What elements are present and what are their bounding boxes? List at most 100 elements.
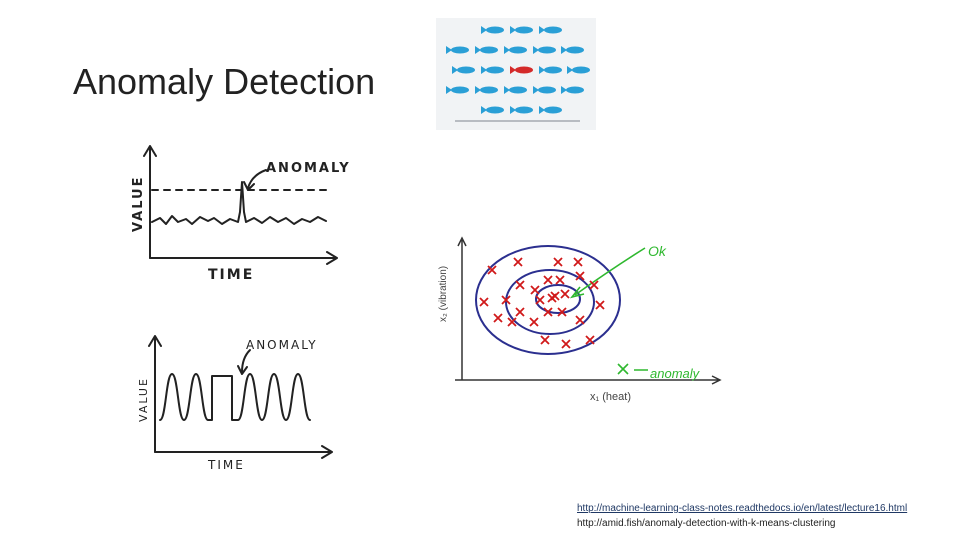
fish-tail: [510, 66, 516, 74]
anomaly-label: ANOMALY: [246, 338, 318, 352]
data-point: [530, 285, 540, 295]
y-axis: [143, 145, 157, 259]
fish: [486, 26, 504, 34]
cluster-plot: Ok anomaly x₂ (vibration) x₁ (heat): [438, 236, 722, 403]
fish: [457, 66, 475, 74]
anomaly-label: anomaly: [650, 366, 701, 381]
data-point: [585, 335, 595, 345]
data-point: [589, 280, 599, 290]
fish: [509, 46, 527, 54]
fish-tail: [504, 86, 510, 94]
x-axis: [149, 251, 338, 265]
fish: [572, 66, 590, 74]
source-link[interactable]: http://machine-learning-class-notes.read…: [577, 503, 907, 514]
anomaly-label: ANOMALY: [266, 161, 351, 176]
sketch-top: ANOMALY VALUE TIME: [131, 145, 351, 283]
fish: [538, 46, 556, 54]
anomaly-point: [617, 363, 648, 375]
data-point: [479, 297, 489, 307]
signal: [159, 373, 311, 421]
fish-tail: [510, 106, 516, 114]
data-point: [595, 300, 605, 310]
data-point: [575, 315, 585, 325]
fish: [566, 46, 584, 54]
fish-tail: [475, 86, 481, 94]
data-point: [507, 317, 517, 327]
data-point: [543, 307, 553, 317]
arrow: [237, 349, 251, 375]
fish-tail: [481, 26, 487, 34]
y-label: x₂ (vibration): [438, 266, 449, 322]
data-point: [557, 307, 567, 317]
fish-image: [436, 18, 596, 130]
fish-tail: [539, 106, 545, 114]
data-point: [513, 257, 523, 267]
ok-label: Ok: [648, 243, 667, 259]
data-point: [529, 317, 539, 327]
fish: [480, 86, 498, 94]
image-background: [436, 18, 596, 130]
data-point: [487, 265, 497, 275]
x-axis: [154, 445, 333, 459]
data-point: [501, 295, 511, 305]
middle-contour: [505, 269, 595, 335]
fish-tail: [446, 46, 452, 54]
data-point: [555, 275, 565, 285]
y-axis: [457, 236, 467, 380]
signal: [151, 181, 327, 225]
x-label: TIME: [208, 267, 254, 283]
data-point: [561, 339, 571, 349]
ok-arrow: [569, 247, 646, 299]
fish: [544, 106, 562, 114]
fish-tail: [539, 66, 545, 74]
fish: [486, 106, 504, 114]
fish-tail: [504, 46, 510, 54]
fish-tail: [567, 66, 573, 74]
outer-contour: [475, 245, 621, 355]
slide-title: Anomaly Detection: [73, 61, 375, 102]
fish: [486, 66, 504, 74]
fish-tail: [539, 26, 545, 34]
data-point: [535, 295, 545, 305]
fish-tail: [481, 106, 487, 114]
fish: [515, 66, 533, 74]
fish: [515, 106, 533, 114]
fish-tail: [561, 46, 567, 54]
fish-tail: [510, 26, 516, 34]
y-axis: [148, 335, 162, 453]
fish: [451, 86, 469, 94]
fish-tail: [561, 86, 567, 94]
x-label: TIME: [207, 458, 245, 472]
sketch-bottom: ANOMALY VALUE TIME: [137, 335, 333, 472]
fish-tail: [452, 66, 458, 74]
fish: [480, 46, 498, 54]
fish: [566, 86, 584, 94]
data-point: [573, 257, 583, 267]
x-axis: [455, 375, 722, 385]
fish: [538, 86, 556, 94]
data-point: [550, 291, 560, 301]
fish-tail: [533, 86, 539, 94]
fish-tail: [475, 46, 481, 54]
y-label: VALUE: [131, 176, 146, 233]
data-point: [553, 257, 563, 267]
data-point: [575, 271, 585, 281]
fish-tail: [533, 46, 539, 54]
data-point: [515, 280, 525, 290]
data-point: [560, 289, 570, 299]
fish: [451, 46, 469, 54]
y-label: VALUE: [137, 377, 150, 422]
fish-tail: [481, 66, 487, 74]
fish: [544, 66, 562, 74]
data-point: [493, 313, 503, 323]
data-point: [515, 307, 525, 317]
data-point: [540, 335, 550, 345]
data-point: [543, 275, 553, 285]
inner-contour: [535, 284, 581, 314]
fish: [515, 26, 533, 34]
fish-tail: [446, 86, 452, 94]
arrow: [243, 169, 267, 191]
source-text: http://amid.fish/anomaly-detection-with-…: [577, 518, 835, 529]
fish: [544, 26, 562, 34]
